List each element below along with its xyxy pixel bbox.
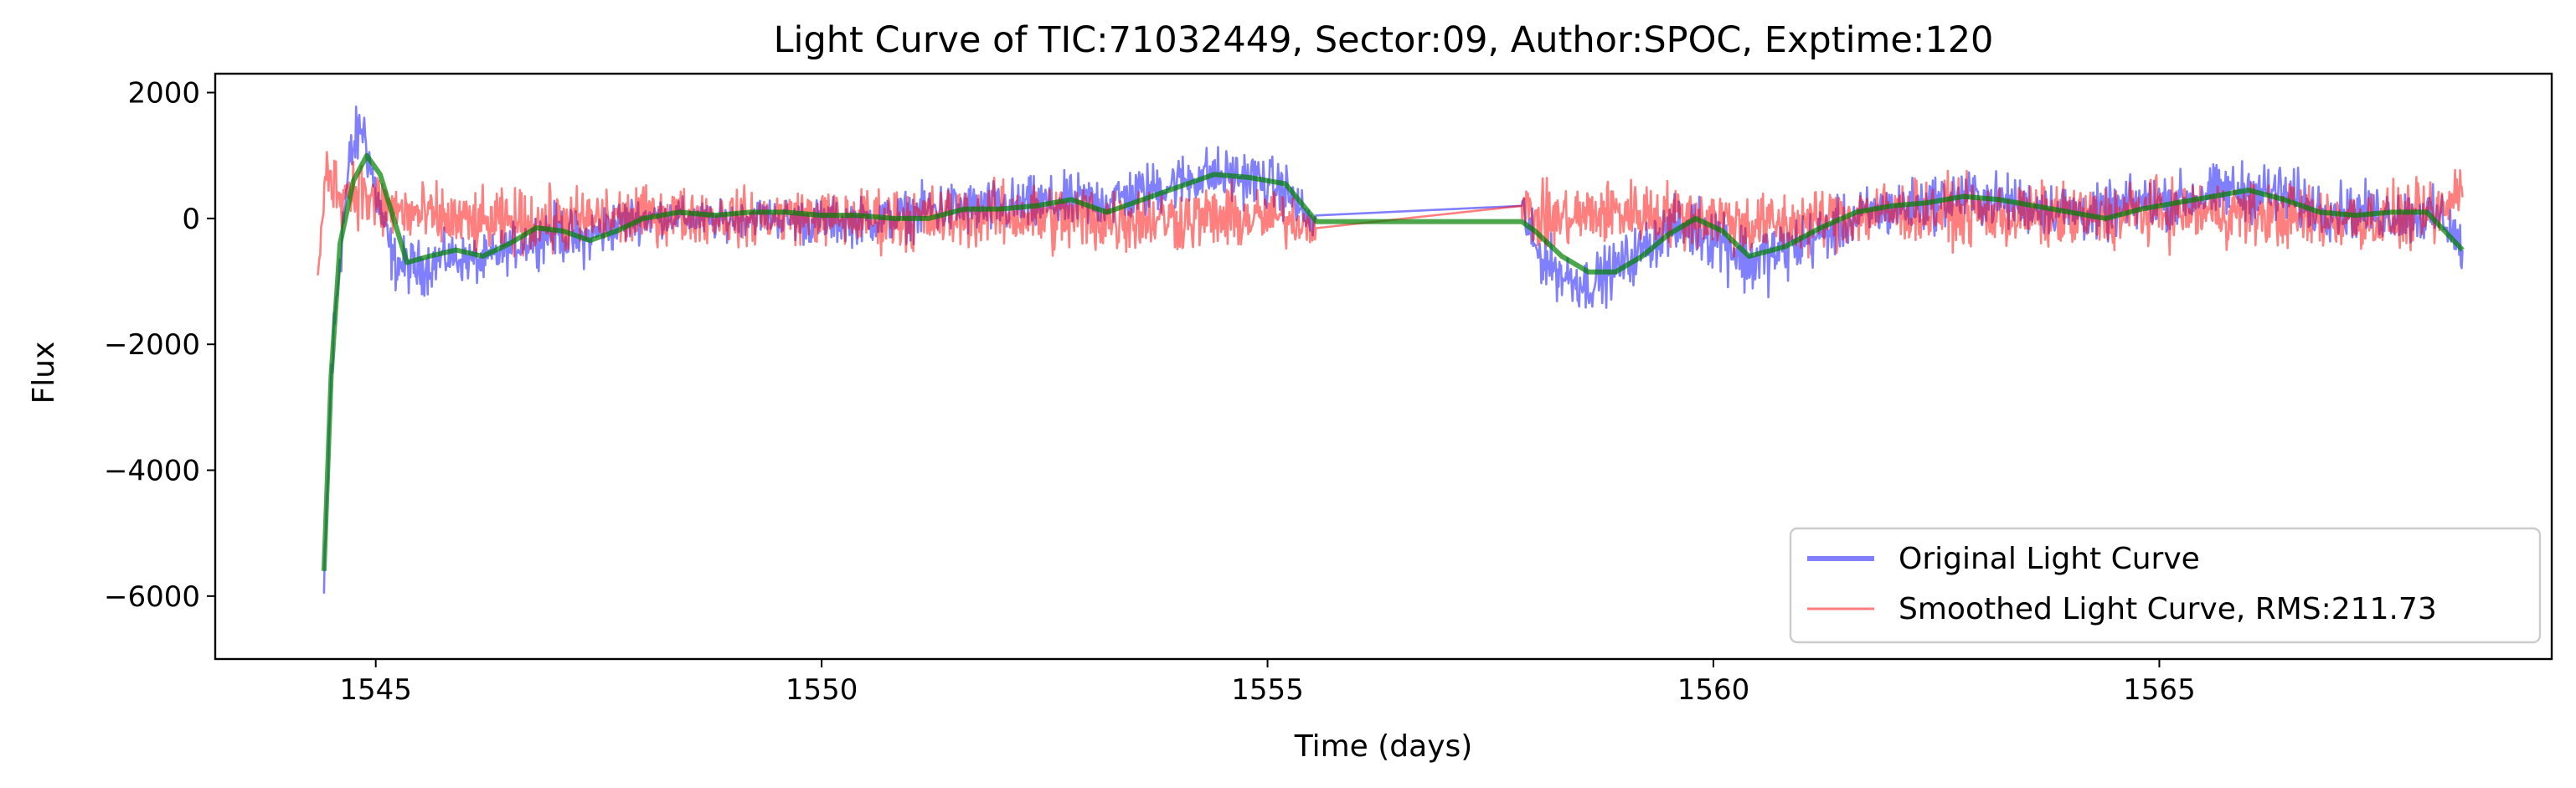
x-axis: 1545 1550 1555 1560 1565 [339, 659, 2196, 707]
series-line-original-light-curve-0 [322, 106, 2464, 594]
y-tick-label: −4000 [104, 455, 200, 488]
legend-smoothed-label: Smoothed Light Curve, RMS:211.73 [1899, 592, 2437, 626]
y-tick-label: 2000 [127, 77, 200, 111]
chart-title: Light Curve of TIC:71032449, Sector:09, … [774, 19, 1994, 61]
x-tick-label: 1565 [2123, 673, 2196, 707]
legend-box [1789, 527, 2542, 644]
x-tick-label: 1560 [1677, 673, 1750, 707]
series-line-trend-2 [321, 152, 2465, 571]
y-tick-label: 0 [182, 203, 200, 236]
y-tick-label: −2000 [104, 328, 200, 362]
y-axis-label: Flux [27, 342, 61, 404]
x-axis-label: Time (days) [1294, 729, 1473, 764]
series-line-smoothed-light-curve-rms-211-73-1 [317, 151, 2464, 276]
x-tick-label: 1545 [339, 673, 412, 707]
y-axis: 2000 0 −2000 −4000 −6000 [104, 77, 215, 614]
series-layer [317, 106, 2465, 594]
x-tick-label: 1555 [1231, 673, 1304, 707]
x-tick-label: 1550 [786, 673, 858, 707]
legend: Original Light Curve Smoothed Light Curv… [1789, 527, 2542, 644]
legend-original-label: Original Light Curve [1899, 542, 2200, 576]
plot-frame [214, 72, 2553, 661]
y-tick-label: −6000 [104, 580, 200, 614]
